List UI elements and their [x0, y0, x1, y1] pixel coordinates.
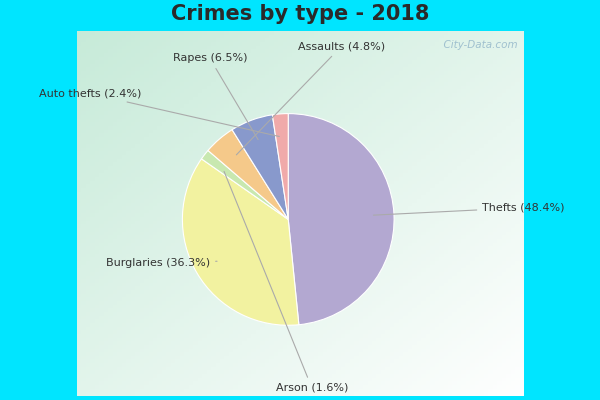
Wedge shape [288, 114, 394, 325]
Text: Thefts (48.4%): Thefts (48.4%) [373, 203, 565, 215]
Text: Burglaries (36.3%): Burglaries (36.3%) [106, 258, 217, 268]
Text: Rapes (6.5%): Rapes (6.5%) [173, 53, 258, 140]
Wedge shape [272, 114, 288, 220]
Text: Assaults (4.8%): Assaults (4.8%) [236, 42, 385, 155]
Text: City-Data.com: City-Data.com [437, 40, 518, 50]
Wedge shape [232, 115, 288, 220]
Wedge shape [182, 159, 299, 325]
Wedge shape [202, 150, 288, 220]
Text: Arson (1.6%): Arson (1.6%) [224, 172, 348, 393]
Title: Crimes by type - 2018: Crimes by type - 2018 [171, 4, 429, 24]
Text: Auto thefts (2.4%): Auto thefts (2.4%) [39, 89, 280, 136]
Wedge shape [208, 130, 288, 220]
